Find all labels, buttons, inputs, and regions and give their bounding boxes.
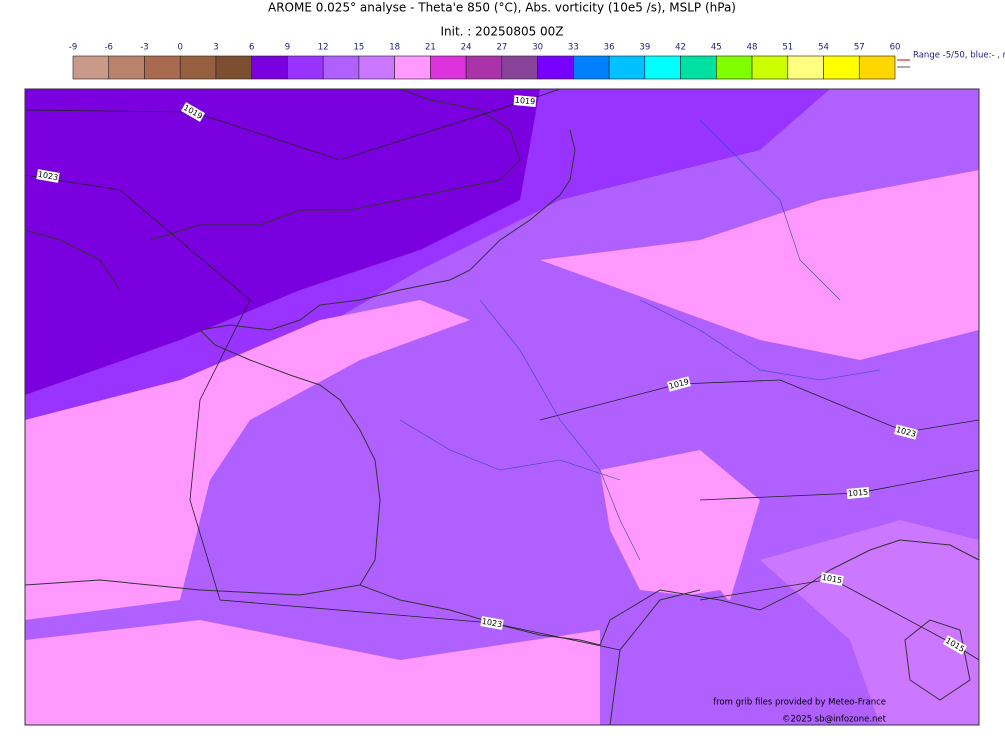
colorbar-tick-label: 54: [818, 43, 829, 53]
colorbar-box: [787, 55, 824, 80]
coastlines: [25, 89, 979, 725]
colorbar-tick-label: 24: [461, 43, 472, 53]
colorbar-tick-label: 12: [318, 43, 329, 53]
colorbar-tick-label: 21: [425, 43, 436, 53]
colorbar-tick-label: 3: [213, 43, 218, 53]
isobar-label-bg: [894, 424, 918, 440]
rivers-borders: [399, 119, 881, 561]
map-frame: [24, 88, 980, 726]
colorbar-tick-label: 18: [389, 43, 400, 53]
colorbar-box: [215, 55, 252, 80]
colorbar-tick-label: 39: [639, 43, 650, 53]
colorbar-tick-label: 9: [285, 43, 290, 53]
colorbar-tick-label: 27: [496, 43, 507, 53]
colorbar-box: [108, 55, 145, 80]
source-credit: from grib files provided by Meteo-France: [713, 698, 886, 708]
field-sea: [600, 590, 760, 725]
isobar-label: 1023: [481, 617, 503, 629]
colorbar-box: [179, 55, 217, 80]
colorbar-tick-label: 45: [711, 43, 722, 53]
isobar-label-bg: [513, 95, 537, 107]
colorbar-box: [751, 55, 789, 80]
colorbar-box: [680, 55, 717, 80]
colorbar-box: [251, 55, 288, 80]
colorbar-box: [465, 55, 503, 80]
colorbar-box: [430, 55, 467, 80]
colorbar-tick-label: 57: [854, 43, 865, 53]
colorbar-box: [573, 55, 610, 80]
isobar-label-bg: [667, 376, 691, 392]
copyright: ©2025 sb@infozone.net: [782, 715, 887, 725]
colorbar-tick-label: 51: [782, 43, 793, 53]
field-pink: [540, 170, 979, 360]
isobar-label-bg: [480, 616, 504, 630]
title: AROME 0.025° analyse - Theta'e 850 (°C),…: [268, 1, 736, 15]
colorbar-box: [501, 55, 538, 80]
field-dark: [25, 89, 540, 395]
colorbar: -9 -6 -3 0 3 6 9 12 15 18 21 24 27 30 33 36 39 42 45 48 51 54…: [69, 43, 901, 80]
colorbar-tick-label: -6: [104, 43, 112, 53]
isobar-label: 1015: [847, 488, 868, 499]
colorbar-box: [716, 55, 753, 80]
colorbar-box: [858, 55, 896, 80]
colorbar-box: [644, 55, 681, 80]
isobars: [25, 89, 979, 661]
colorbar-box: [287, 55, 324, 80]
field-pink: [600, 450, 760, 600]
isobar-label-bg: [820, 572, 844, 586]
colorbar-tick-label: 6: [249, 43, 254, 53]
colorbar-box: [537, 55, 574, 80]
colorbar-tick-label: 42: [675, 43, 686, 53]
colorbar-box: [72, 55, 110, 80]
colorbar-box: [823, 55, 860, 80]
colorbar-tick-label: 30: [532, 43, 543, 53]
field-pink: [25, 300, 470, 620]
isobar-label: 1015: [821, 573, 843, 585]
colorbar-box: [144, 55, 181, 80]
isobar-label-bg: [180, 102, 206, 122]
isobar-label-bg: [36, 169, 60, 183]
colorbar-box: [394, 55, 431, 80]
isobar-label: 1019: [514, 96, 535, 107]
colorbar-tick-label: 0: [178, 43, 183, 53]
colorbar-tick-label: 48: [747, 43, 758, 53]
colorbar-tick-label: -3: [140, 43, 148, 53]
isobar-label-bg: [942, 635, 968, 655]
isobar-label-bg: [846, 487, 870, 499]
colorbar-box: [608, 55, 646, 80]
colorbar-tick-label: 60: [890, 43, 901, 53]
field-light: [760, 520, 979, 725]
colorbar-tick-label: 36: [604, 43, 615, 53]
range-note: Range -5/50, blue:- , r: [913, 51, 1005, 61]
colorbar-box: [358, 55, 395, 80]
colorbar-tick-label: 33: [568, 43, 579, 53]
subtitle: Init. : 20250805 00Z: [440, 25, 563, 39]
field-pink: [25, 620, 620, 725]
colorbar-tick-label: -9: [69, 43, 77, 53]
isobar-label: 1023: [37, 170, 59, 182]
colorbar-tick-label: 15: [353, 43, 364, 53]
colorbar-box: [322, 55, 360, 80]
